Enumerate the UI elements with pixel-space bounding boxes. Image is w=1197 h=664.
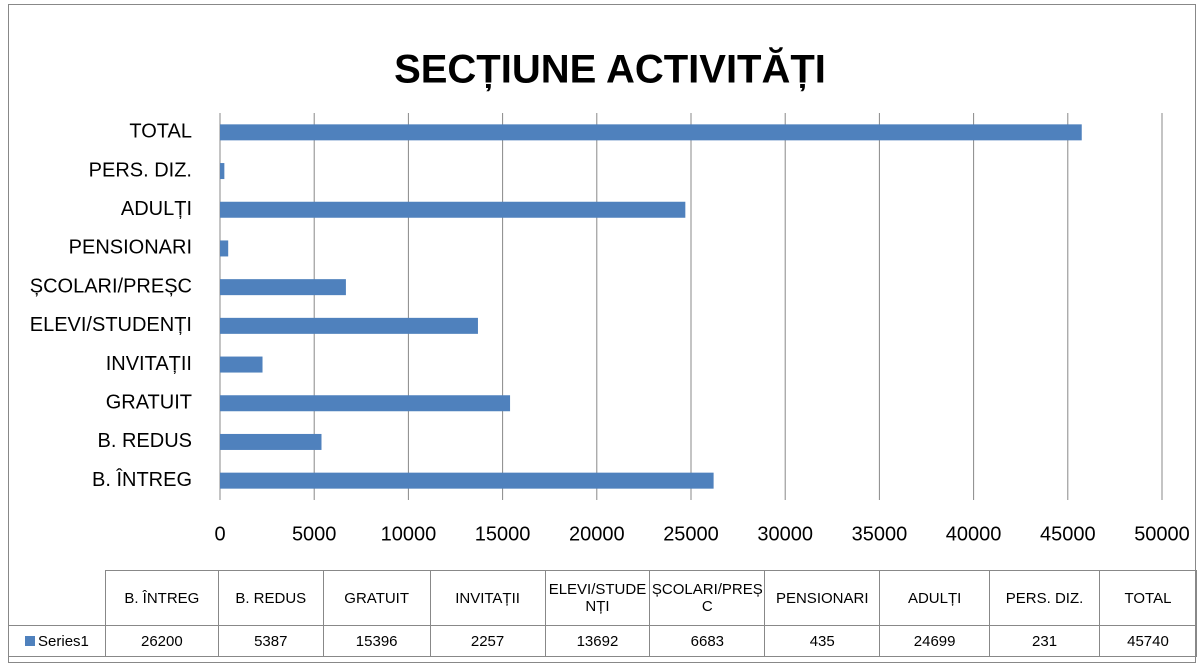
x-tick-label: 30000 [757,523,813,545]
y-tick-label: PENSIONARI [69,237,192,259]
chart-title: SECȚIUNE ACTIVITĂȚI [394,47,826,92]
table-header-cell: GRATUIT [322,570,431,626]
table-value-cell: 6683 [649,625,766,657]
table-header-cell: B. REDUS [217,570,324,626]
table-value-cell: 2257 [429,625,546,657]
bar [220,124,1082,141]
table-header-cell: ELEVI/STUDENȚI [544,570,651,626]
table-header-cell: B. ÎNTREG [104,570,219,626]
table-value-cell: 15396 [322,625,431,657]
x-tick-label: 20000 [569,523,625,545]
y-tick-label: PERS. DIZ. [89,159,192,181]
x-tick-label: 15000 [475,523,531,545]
x-tick-label: 25000 [663,523,719,545]
y-tick-label: ADULȚI [121,198,192,220]
bar [220,356,263,373]
y-tick-label: INVITAȚII [106,353,192,375]
x-tick-label: 5000 [292,523,337,545]
y-tick-label: GRATUIT [106,392,192,414]
legend-label: Series1 [38,632,89,650]
bar [220,279,346,296]
table-header-cell: ADULȚI [879,570,991,626]
chart-border [8,4,1196,663]
data-table: B. ÎNTREG B. REDUS GRATUIT INVITAȚII ELEVI/S… [8,570,1197,657]
table-value-cell: 231 [989,625,1100,657]
table-header-cell: ȘCOLARI/PREȘC [649,570,766,626]
bar [220,433,322,450]
table-corner [8,570,106,626]
bar [220,201,686,218]
bar [220,395,511,412]
y-tick-label: B. REDUS [98,430,192,452]
legend-key [25,635,36,646]
table-header-row: B. ÎNTREG B. REDUS GRATUIT INVITAȚII ELEVI/S… [8,570,1197,626]
table-row: Series1 26200 5387 15396 2257 13692 6683 435 246… [8,625,1197,657]
y-tick-label: TOTAL [129,121,192,143]
x-tick-label: 50000 [1134,523,1190,545]
table-value-cell: 5387 [217,625,324,657]
bar [220,472,714,489]
table-header-cell: TOTAL [1098,570,1197,626]
table-value-cell: 45740 [1098,625,1197,657]
legend-cell: Series1 [8,625,106,657]
bar [220,163,225,180]
x-tick-label: 40000 [946,523,1002,545]
x-tick-label: 0 [214,523,225,545]
x-tick-label: 45000 [1040,523,1096,545]
table-value-cell: 26200 [104,625,219,657]
y-tick-label: ELEVI/STUDENȚI [30,314,192,336]
x-tick-label: 10000 [381,523,437,545]
table-header-cell: INVITAȚII [429,570,546,626]
table-value-cell: 24699 [879,625,991,657]
bar [220,317,478,334]
table-value-cell: 435 [764,625,881,657]
table-header-cell: PENSIONARI [764,570,881,626]
x-tick-label: 35000 [852,523,908,545]
table-value-cell: 13692 [544,625,651,657]
y-tick-label: ȘCOLARI/PREȘC [30,275,192,297]
table-header-cell: PERS. DIZ. [989,570,1100,626]
bar [220,240,229,257]
y-tick-label: B. ÎNTREG [92,468,192,491]
